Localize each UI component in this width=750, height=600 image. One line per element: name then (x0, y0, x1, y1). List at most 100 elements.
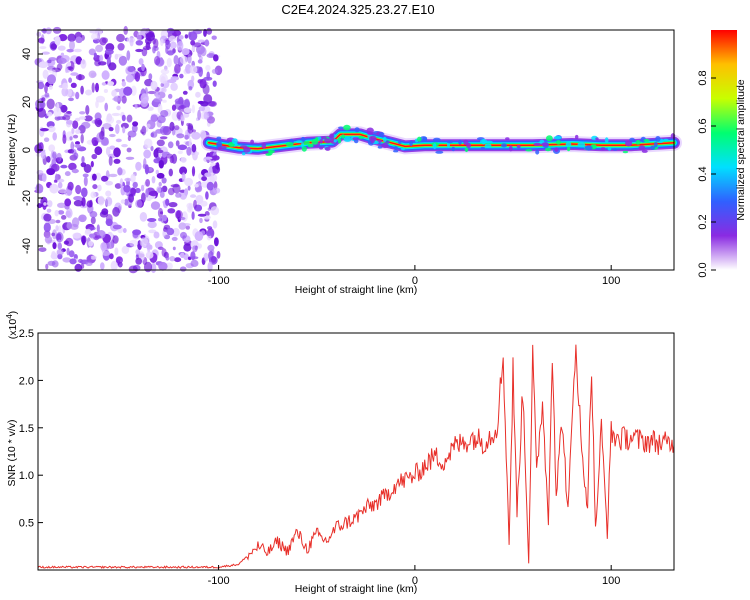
noise-blob (148, 167, 153, 172)
noise-blob (46, 208, 52, 213)
noise-blob (166, 57, 172, 68)
noise-blob (95, 95, 105, 103)
noise-blob (191, 104, 195, 114)
noise-blob (156, 186, 162, 194)
noise-blob (84, 115, 93, 122)
noise-blob (134, 71, 141, 82)
x-tick-label: -100 (208, 575, 230, 587)
ridge-blob (393, 149, 399, 153)
ridge-blob (643, 138, 650, 142)
ridge-blob (216, 136, 222, 140)
noise-blob (184, 98, 190, 110)
noise-blob (101, 251, 111, 256)
noise-blob (166, 227, 175, 236)
y-tick-label: 1.5 (19, 423, 34, 435)
snr-y-multiplier-close: ) (7, 311, 19, 315)
noise-blob (168, 93, 173, 99)
noise-blob (86, 200, 93, 208)
noise-blob (143, 138, 153, 149)
noise-blob (91, 33, 99, 40)
colorbar-title: Normalized spectral amplitude (735, 79, 747, 220)
noise-blob (188, 137, 192, 149)
noise-blob (41, 97, 46, 102)
ridge-blob (577, 142, 586, 148)
noise-blob (127, 66, 135, 73)
noise-blob (168, 168, 173, 177)
noise-blob (90, 216, 96, 225)
noise-blob (139, 212, 148, 222)
ridge-blob (377, 145, 383, 149)
noise-blob (78, 116, 86, 120)
noise-blob (114, 53, 123, 57)
noise-blob (180, 252, 185, 259)
noise-blob (88, 70, 97, 79)
noise-blob (55, 232, 64, 243)
noise-blob (110, 260, 118, 271)
noise-blob (155, 94, 161, 99)
noise-blob (85, 89, 93, 96)
noise-blob (156, 149, 164, 154)
noise-blob (161, 177, 167, 184)
noise-blob (105, 196, 113, 207)
noise-blob (75, 129, 81, 135)
noise-blob (72, 232, 81, 239)
ridge-blob (324, 146, 331, 151)
frequency-ridge (200, 124, 682, 157)
ridge-blob (324, 138, 332, 144)
noise-blob (169, 41, 177, 50)
noise-blob (70, 82, 77, 89)
noise-blob (192, 245, 198, 253)
noise-blob (43, 213, 52, 222)
noise-blob (196, 243, 202, 249)
y-tick-label: 2.0 (19, 375, 34, 387)
ridge-blob (261, 142, 267, 149)
noise-blob (103, 89, 108, 93)
noise-blob (56, 102, 60, 113)
ridge-blob (341, 134, 346, 139)
noise-blob (160, 110, 169, 118)
noise-blob (52, 242, 57, 250)
noise-blob (197, 109, 202, 121)
noise-blob (130, 187, 137, 195)
ridge-blob (250, 139, 255, 145)
noise-blob (38, 37, 45, 44)
noise-blob (183, 243, 192, 252)
ridge-blob (409, 140, 413, 147)
noise-blob (141, 192, 146, 203)
noise-blob (105, 180, 113, 186)
noise-blob (148, 229, 157, 234)
ridge-blob (501, 143, 507, 148)
noise-blob (162, 99, 167, 103)
ridge-blob (301, 146, 307, 152)
noise-blob (204, 172, 212, 177)
noise-blob (128, 265, 138, 274)
ridge-blob (285, 142, 294, 147)
noise-blob (146, 242, 151, 250)
noise-blob (132, 229, 142, 236)
noise-blob (105, 146, 111, 156)
ridge-blob (663, 138, 669, 142)
noise-blob (171, 104, 177, 111)
noise-blob (160, 38, 164, 47)
x-tick-label: -100 (208, 275, 230, 287)
noise-blob (156, 172, 165, 179)
noise-blob (165, 198, 170, 206)
noise-blob (50, 253, 59, 260)
noise-blob (131, 124, 138, 133)
ridge-blob (419, 136, 428, 143)
noise-blob (145, 188, 149, 198)
noise-blob (185, 225, 190, 230)
noise-blob (181, 223, 191, 227)
noise-blob (66, 120, 74, 125)
noise-blob (114, 247, 119, 256)
noise-blob (99, 54, 104, 63)
noise-blob (182, 90, 188, 95)
noise-blob (202, 84, 210, 95)
noise-blob (101, 175, 109, 182)
noise-blob (166, 27, 175, 34)
noise-blob (153, 97, 163, 103)
noise-blob (71, 149, 77, 155)
noise-blob (40, 128, 49, 132)
x-tick-label: 0 (412, 575, 418, 587)
noise-blob (109, 145, 116, 150)
